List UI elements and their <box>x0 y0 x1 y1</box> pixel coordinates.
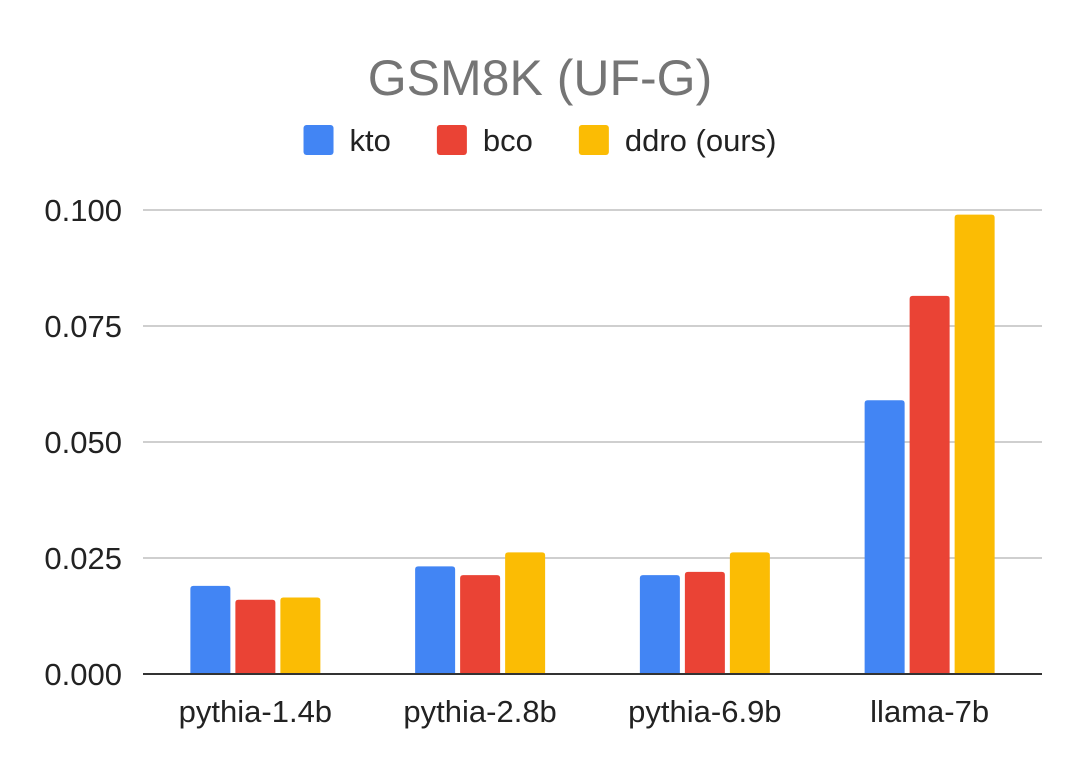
bar-ddro-ours-pythia-6-9b <box>729 552 770 674</box>
bar-ddro-ours-pythia-1-4b <box>280 597 321 674</box>
bar-bco-pythia-6-9b <box>684 571 725 674</box>
legend-label: kto <box>350 123 391 158</box>
x-tick-label: llama-7b <box>870 694 989 729</box>
bar-kto-pythia-6-9b <box>639 575 680 674</box>
bars <box>190 214 995 674</box>
legend: kto bco ddro (ours) <box>303 123 777 158</box>
bar-bco-pythia-2-8b <box>460 575 501 674</box>
bar-ddro-ours-llama-7b <box>954 214 995 674</box>
bar-ddro-ours-pythia-2-8b <box>505 552 546 674</box>
legend-label: ddro (ours) <box>625 123 777 158</box>
bar-kto-llama-7b <box>864 400 905 674</box>
x-axis-labels: pythia-1.4b pythia-2.8b pythia-6.9b llama-7… <box>179 694 989 729</box>
bar-kto-pythia-2-8b <box>415 566 456 674</box>
y-tick-label: 0.050 <box>44 425 122 460</box>
chart-title: GSM8K (UF-G) <box>368 50 712 106</box>
y-tick-label: 0.075 <box>44 309 122 344</box>
bar-bco-llama-7b <box>909 295 950 674</box>
y-tick-label: 0.100 <box>44 193 122 228</box>
x-tick-label: pythia-2.8b <box>403 694 556 729</box>
y-axis-ticks: 0.000 0.025 0.050 0.075 0.100 <box>44 193 122 692</box>
legend-swatch <box>303 125 334 155</box>
legend-swatch <box>436 125 467 155</box>
y-tick-label: 0.025 <box>44 541 122 576</box>
bar-kto-pythia-1-4b <box>190 585 231 674</box>
bar-bco-pythia-1-4b <box>235 599 276 674</box>
legend-swatch <box>578 125 609 155</box>
x-tick-label: pythia-6.9b <box>628 694 781 729</box>
legend-label: bco <box>483 123 533 158</box>
gridlines <box>143 209 1042 559</box>
x-tick-label: pythia-1.4b <box>179 694 332 729</box>
y-tick-label: 0.000 <box>44 657 122 692</box>
